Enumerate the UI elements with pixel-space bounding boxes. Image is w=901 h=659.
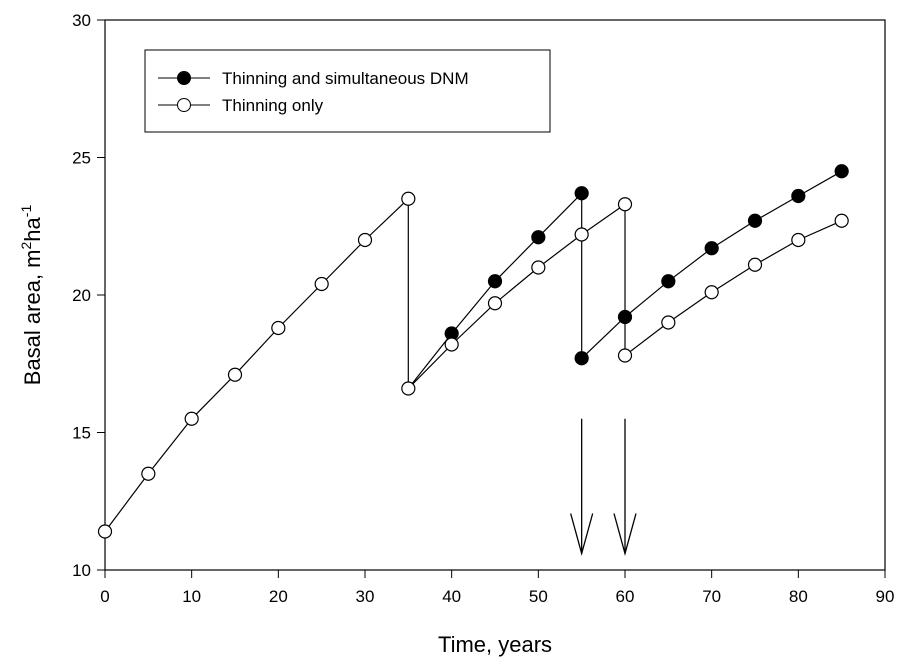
series-2-point bbox=[834, 213, 849, 228]
series-layer bbox=[97, 164, 849, 539]
y-axis-ticks: 10 15 20 25 30 bbox=[72, 11, 105, 580]
series-2-point bbox=[487, 296, 503, 311]
series-1-point bbox=[661, 274, 676, 289]
series-1-line bbox=[407, 170, 842, 389]
y-axis-title-sup1: 2 bbox=[18, 242, 34, 250]
series-1-point bbox=[617, 309, 633, 325]
series-1-point bbox=[747, 213, 763, 228]
x-tick-label: 60 bbox=[616, 587, 635, 606]
x-tick-label: 40 bbox=[442, 587, 461, 606]
y-axis-title-sup2: -1 bbox=[18, 205, 34, 218]
y-tick-label: 25 bbox=[72, 149, 91, 168]
series-2-point bbox=[661, 315, 676, 330]
series-2-line bbox=[104, 197, 842, 532]
series-2-point bbox=[227, 367, 243, 382]
series-2-point bbox=[531, 260, 546, 275]
series-2-point bbox=[97, 524, 113, 539]
y-tick-label: 15 bbox=[72, 424, 91, 443]
annotation-layer bbox=[570, 418, 637, 556]
series-2-point bbox=[791, 232, 806, 248]
series-1-point bbox=[791, 188, 806, 204]
series-2-point bbox=[401, 191, 416, 206]
series-1-point bbox=[487, 274, 503, 289]
legend-label-series-1: Thinning and simultaneous DNM bbox=[222, 69, 469, 88]
y-axis-title-mid: ha bbox=[20, 216, 45, 241]
series-2-point bbox=[574, 227, 589, 242]
x-tick-label: 10 bbox=[182, 587, 201, 606]
x-tick-label: 20 bbox=[269, 587, 288, 606]
x-tick-label: 30 bbox=[356, 587, 375, 606]
legend-marker-series-1 bbox=[177, 71, 191, 85]
y-tick-label: 10 bbox=[72, 561, 91, 580]
down-arrow-annotation bbox=[613, 418, 637, 556]
series-2-point bbox=[617, 197, 633, 212]
series-1-point bbox=[531, 230, 546, 245]
y-tick-label: 30 bbox=[72, 11, 91, 30]
series-1-point bbox=[834, 164, 849, 179]
series-2-point bbox=[184, 411, 199, 426]
series-2-point bbox=[747, 257, 763, 272]
legend-box bbox=[144, 49, 551, 133]
legend: Thinning and simultaneous DNM Thinning o… bbox=[144, 49, 551, 133]
series-2-point bbox=[357, 232, 373, 248]
series-2-point bbox=[401, 381, 416, 396]
x-tick-label: 70 bbox=[702, 587, 721, 606]
down-arrow-annotation bbox=[570, 418, 594, 556]
y-axis-title: Basal area, m2ha-1 bbox=[18, 205, 45, 386]
x-axis-title: Time, years bbox=[438, 632, 552, 657]
series-2-point bbox=[704, 285, 719, 300]
x-axis-ticks: 0 10 20 30 40 50 60 70 80 90 bbox=[100, 570, 894, 606]
series-2-point bbox=[141, 466, 156, 481]
series-1-point bbox=[574, 351, 589, 366]
y-axis-title-prefix: Basal area, m bbox=[20, 250, 45, 386]
series-2-point bbox=[271, 320, 286, 336]
series-1-point bbox=[574, 186, 589, 201]
x-tick-label: 50 bbox=[529, 587, 548, 606]
series-2-point bbox=[617, 348, 633, 363]
x-tick-label: 80 bbox=[789, 587, 808, 606]
x-tick-label: 0 bbox=[100, 587, 109, 606]
legend-marker-series-2 bbox=[177, 98, 191, 112]
y-tick-label: 20 bbox=[72, 286, 91, 305]
series-2-point bbox=[314, 276, 329, 292]
x-tick-label: 90 bbox=[876, 587, 895, 606]
series-1-point bbox=[704, 241, 719, 256]
legend-label-series-2: Thinning only bbox=[222, 96, 324, 115]
series-2-point bbox=[444, 337, 459, 352]
